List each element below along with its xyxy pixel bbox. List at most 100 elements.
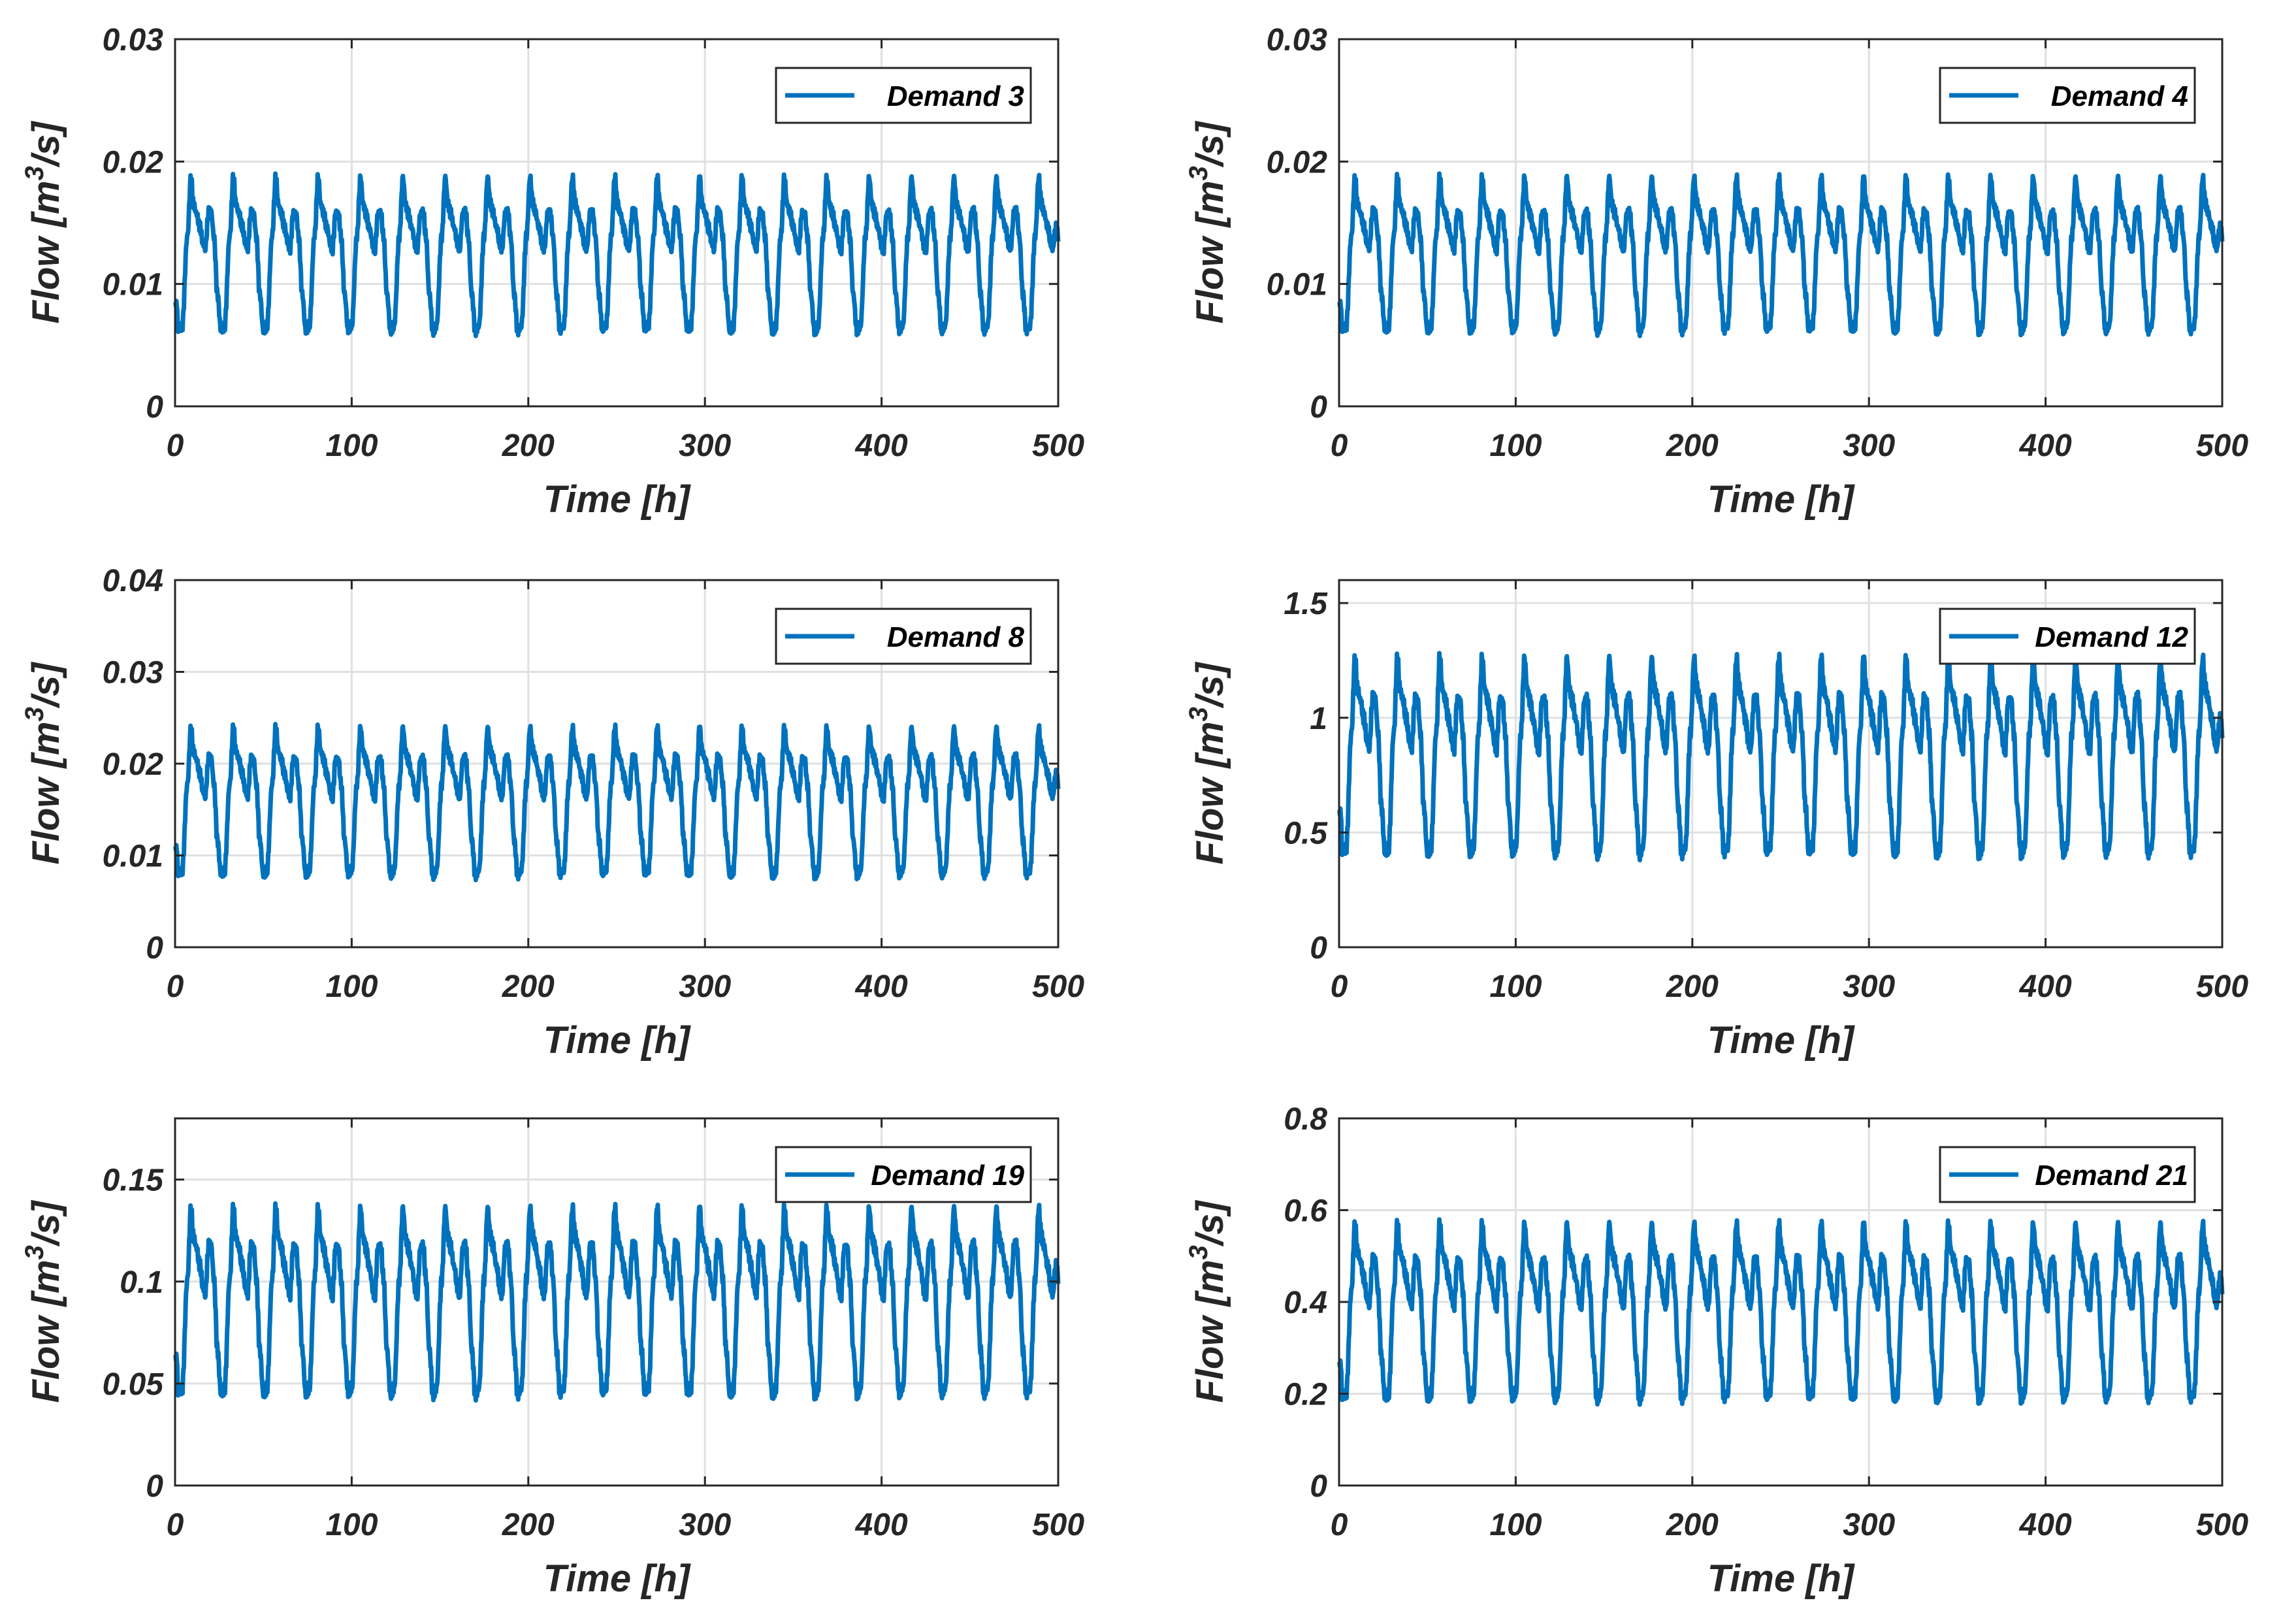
x-tick-label: 100 [1489,969,1542,1004]
series-line [1337,171,2225,338]
y-axis-label-sup: 3 [20,166,49,180]
series-line [173,722,1061,883]
chart-panel-2: 0 100 200 300 400 500 0 0.01 0.02 0.03 Time [h] Flo… [1184,23,2248,521]
axes-box [1338,579,2224,949]
axes-box [1338,38,2224,408]
chart-panel-6: 0 100 200 300 400 500 0 0.2 0.4 0.6 0.8 Time [h] Flo… [1184,1102,2248,1600]
x-tick-label: 300 [1843,429,1895,463]
x-axis-label: Time [h] [543,478,691,521]
x-tick-label: 100 [325,429,378,463]
y-tick-label: 0.2 [1284,1378,1327,1412]
y-axis-label-sup: 3 [20,707,49,721]
legend-box [775,67,1032,124]
x-axis-label: Time [h] [1707,1019,1855,1062]
y-axis-label-main: Flow [m [1189,1259,1231,1403]
x-tick-label: 400 [855,969,908,1004]
y-tick-label: 0 [146,931,163,966]
y-axis-label-tail: /s] [1189,662,1231,709]
y-axis-label-tail: /s] [25,662,67,709]
y-tick-label: 0.5 [1284,816,1328,851]
x-tick-label: 500 [2196,429,2248,463]
legend-label: Demand 4 [2051,80,2188,112]
y-tick-label: 0.02 [103,145,164,180]
legend: Demand 4 [1939,67,2196,124]
x-tick-label: 300 [679,969,731,1004]
x-tick-label: 200 [502,1508,555,1542]
y-axis-label-tail: /s] [25,121,67,168]
y-tick-label: 0.1 [120,1265,163,1300]
x-tick-label: 300 [1843,969,1895,1004]
chart-panel-1: 0 100 200 300 400 500 0 0.01 0.02 0.03 Time [h] Flo… [20,23,1084,521]
x-tick-label: 100 [325,969,378,1004]
x-tick-label: 100 [325,1508,378,1542]
x-tick-label: 400 [855,429,908,463]
y-tick-label: 0.01 [103,839,163,874]
y-tick-label: 0 [146,390,163,425]
y-axis-label-main: Flow [m [25,1259,67,1403]
legend: Demand 8 [775,608,1032,665]
y-tick-label: 0.8 [1284,1102,1327,1137]
series-line [173,1201,1061,1403]
y-tick-label: 0.05 [103,1367,165,1402]
y-tick-label: 0.6 [1284,1194,1327,1229]
series-line [173,171,1061,338]
y-tick-label: 0 [146,1469,163,1504]
legend: Demand 21 [1939,1146,2196,1203]
y-tick-label: 0 [1310,931,1327,966]
legend-label: Demand 21 [2035,1160,2188,1192]
series-line [1337,1217,2225,1407]
x-tick-label: 0 [1331,1508,1348,1542]
y-axis-label-tail: /s] [25,1200,67,1247]
axes-box [174,38,1060,408]
x-tick-label: 0 [1331,969,1348,1004]
x-tick-label: 0 [167,969,184,1004]
x-axis-label: Time [h] [543,1019,691,1062]
y-tick-label: 0.02 [1267,145,1328,180]
legend: Demand 3 [775,67,1032,124]
x-axis-label: Time [h] [1707,478,1855,521]
y-tick-label: 0.03 [1267,23,1328,57]
y-axis-label-main: Flow [m [25,721,67,864]
y-axis-label-main: Flow [m [25,180,67,323]
y-axis-label: Flow [m3/s] [1184,662,1231,865]
y-tick-label: 0 [1310,390,1327,425]
x-tick-label: 0 [1331,429,1348,463]
x-tick-label: 400 [855,1508,908,1542]
y-axis-label-sup: 3 [1184,1245,1213,1259]
chart-panel-4: 0 100 200 300 400 500 0 0.5 1 1.5 Time [h] Flow [m3… [1184,579,2248,1062]
x-tick-label: 500 [1032,1508,1084,1542]
y-tick-label: 1.5 [1284,587,1328,621]
legend-label: Demand 19 [871,1160,1024,1192]
x-tick-label: 300 [679,429,731,463]
x-tick-label: 500 [1032,429,1084,463]
y-axis-label-sup: 3 [20,1245,49,1259]
x-tick-label: 500 [1032,969,1084,1004]
y-tick-label: 0.03 [103,656,164,690]
y-tick-label: 0.4 [1284,1286,1327,1320]
y-axis-label: Flow [m3/s] [20,662,67,865]
x-tick-label: 100 [1489,1508,1542,1542]
y-axis-label: Flow [m3/s] [20,121,67,324]
x-tick-label: 500 [2196,969,2248,1004]
x-tick-label: 200 [1666,1508,1719,1542]
y-axis-label-sup: 3 [1184,707,1213,721]
y-axis-label-tail: /s] [1189,121,1231,168]
y-tick-label: 0 [1310,1469,1327,1504]
x-tick-label: 400 [2019,969,2072,1004]
chart-panel-5: 0 100 200 300 400 500 0 0.05 0.1 0.15 Time [h] Flow… [20,1117,1084,1600]
y-tick-label: 0.03 [103,23,164,57]
y-tick-label: 0.01 [1267,268,1327,302]
legend-label: Demand 8 [887,621,1025,653]
y-axis-label: Flow [m3/s] [20,1200,67,1403]
legend: Demand 12 [1939,608,2196,665]
y-axis-label-sup: 3 [1184,166,1213,180]
x-tick-label: 500 [2196,1508,2248,1542]
axes-box [174,1117,1060,1487]
legend-label: Demand 12 [2035,621,2188,653]
x-tick-label: 300 [1843,1508,1895,1542]
chart-panel-3: 0 100 200 300 400 500 0 0.01 0.02 0.03 0.04 Time [h… [20,564,1084,1062]
x-tick-label: 0 [167,1508,184,1542]
x-tick-label: 200 [1666,429,1719,463]
x-tick-label: 300 [679,1508,731,1542]
